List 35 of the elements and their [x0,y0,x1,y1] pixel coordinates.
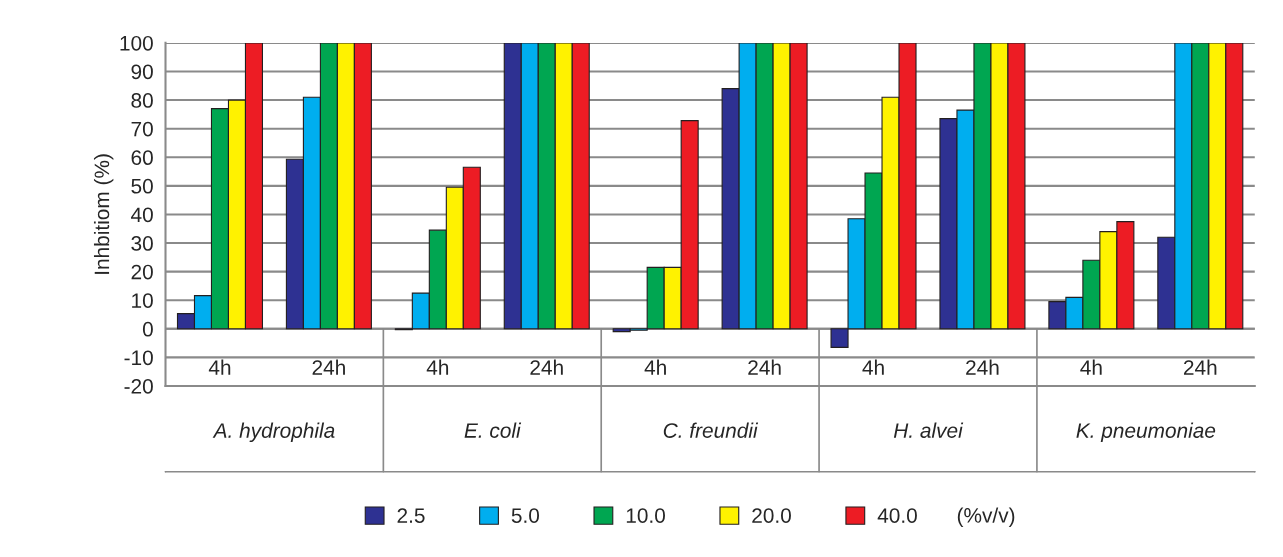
legend-label: 5.0 [511,508,540,523]
y-tick-label: 10 [132,293,153,308]
x-tick-label: 4h [862,359,884,375]
x-tick-label: 4h [208,359,231,375]
legend-label: 20.0 [752,508,791,523]
y-tick-label: 60 [131,150,153,166]
legend-label: 2.5 [397,508,425,523]
text: A. hydrophila [212,422,335,443]
y-tick-label: 90 [131,64,153,80]
x-tick-label: 24h [312,359,345,375]
y-tick-label: 30 [131,236,153,251]
text: H. alvei [893,422,964,438]
y-axis-title: Inhbitiom (%) [93,154,114,274]
y-tick-label: 100 [120,35,153,51]
text: E. coli [464,422,522,438]
x-tick-label: 4h [644,359,666,375]
x-tick-label: 24h [1183,359,1217,375]
x-tick-label: 4h [426,359,449,375]
y-tick-label: -20 [124,379,153,394]
x-tick-label: 4h [1080,359,1102,375]
y-tick-label: 70 [131,121,153,137]
y-tick-label: 40 [131,207,153,223]
x-tick-label: 24h [748,359,781,375]
y-tick-label: 0 [142,321,153,337]
y-tick-label: 50 [131,178,153,194]
y-tick-label: 80 [131,93,153,108]
y-tick-label: -10 [124,350,153,366]
legend-title: (%v/v) [957,507,1015,527]
text: C. freundii [663,422,759,438]
legend-label: 10.0 [626,508,665,523]
text: K. pneumoniae [1076,422,1216,443]
x-tick-label: 24h [966,359,999,375]
x-tick-label: 24h [530,359,563,375]
legend-label: 40.0 [877,508,917,523]
y-tick-label: 20 [131,264,153,280]
